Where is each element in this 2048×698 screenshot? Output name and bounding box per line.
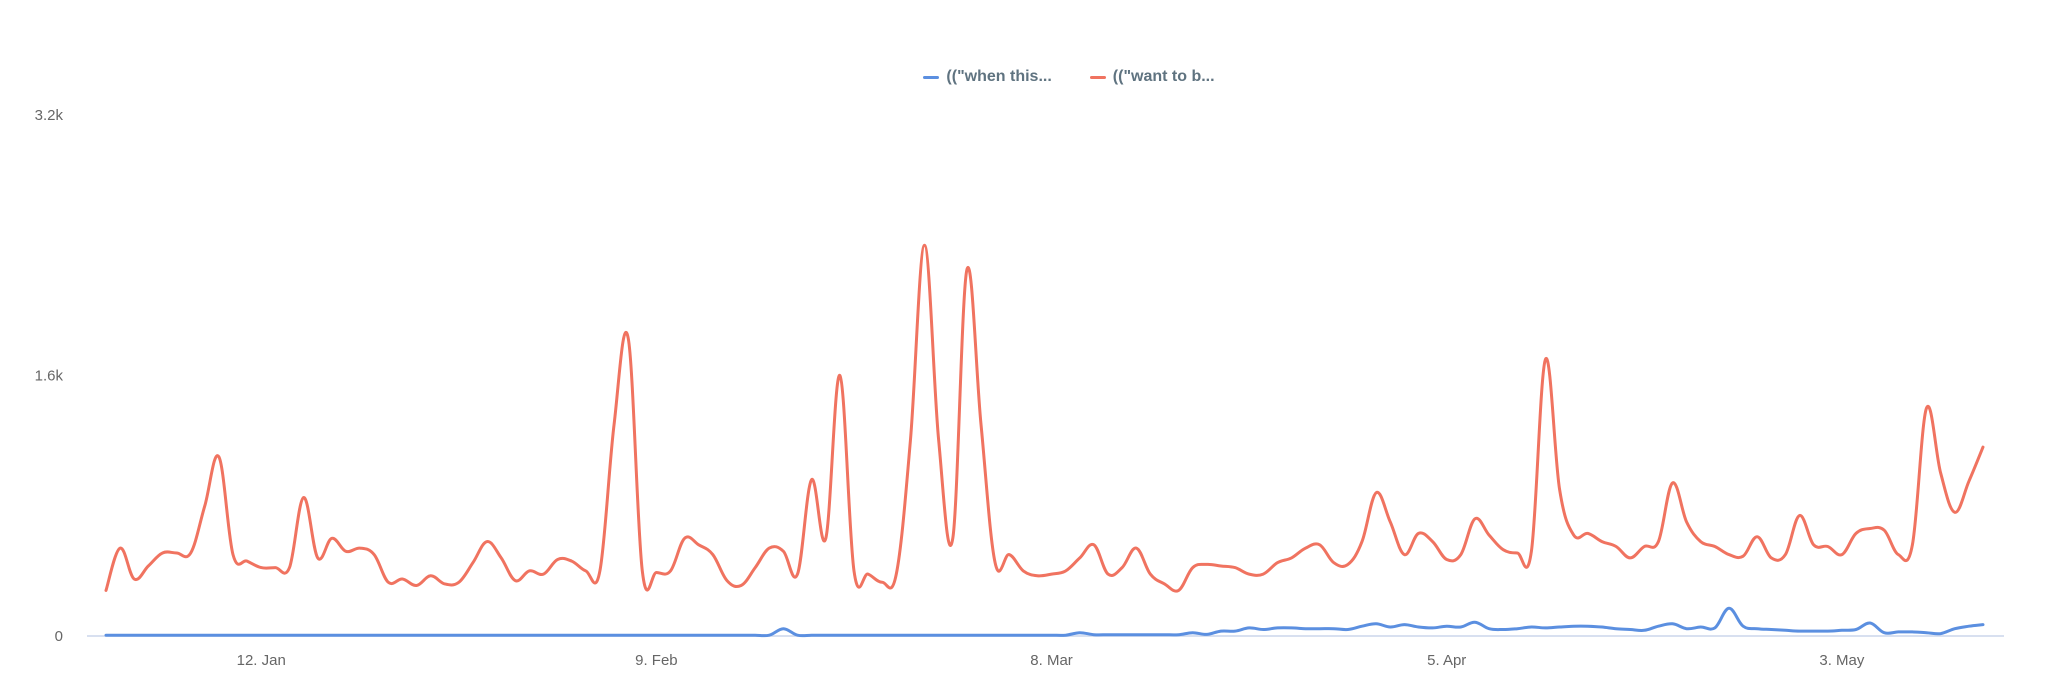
legend-label: (("want to b...	[1112, 68, 1215, 85]
x-tick-label: 12. Jan	[237, 652, 286, 669]
x-tick-label: 5. Apr	[1427, 652, 1466, 669]
y-tick-label: 1.6k	[35, 368, 64, 385]
y-tick-label: 0	[55, 628, 63, 645]
legend-swatch-icon	[923, 75, 940, 79]
y-tick-label: 3.2k	[35, 107, 64, 124]
x-tick-label: 8. Mar	[1030, 652, 1073, 669]
legend: (("when this... (("want to b...	[0, 68, 2048, 86]
legend-item-0[interactable]: (("when this...	[923, 68, 1052, 86]
x-tick-label: 3. May	[1819, 652, 1865, 669]
series-line-1[interactable]	[104, 243, 1985, 593]
x-tick-label: 9. Feb	[635, 652, 678, 669]
legend-item-1[interactable]: (("want to b...	[1089, 68, 1215, 86]
legend-label: (("when this...	[946, 68, 1052, 85]
series-line-0[interactable]	[104, 606, 1985, 638]
legend-swatch-icon	[1089, 75, 1106, 79]
